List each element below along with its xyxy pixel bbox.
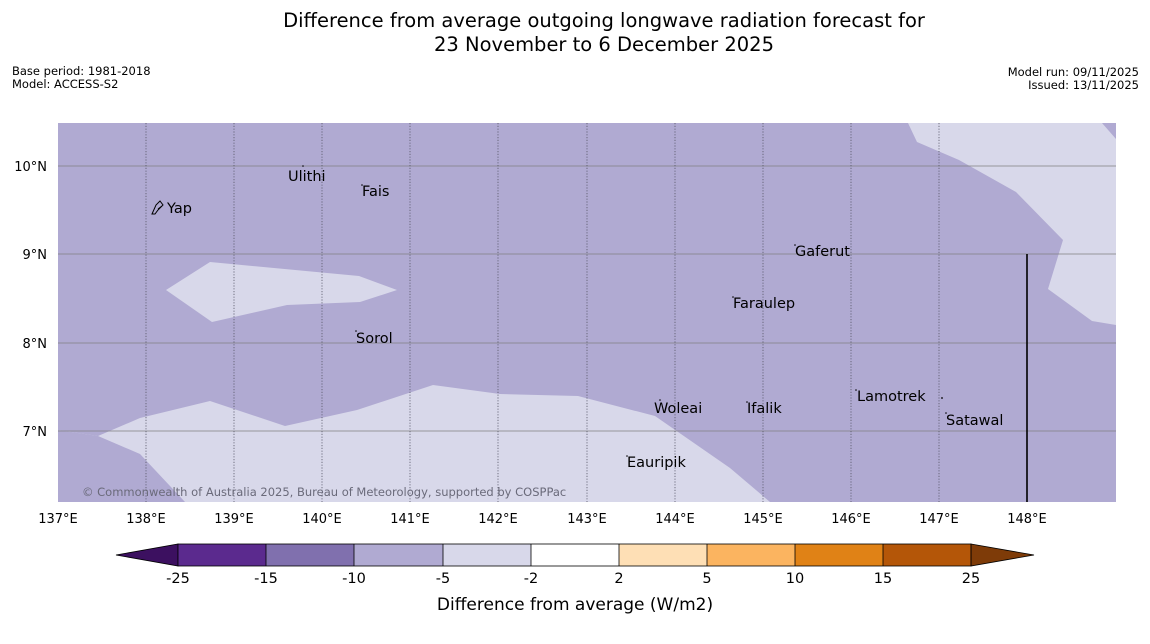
anomaly-region-northeast (908, 123, 1116, 325)
colorbar-tick: 15 (874, 571, 892, 587)
place-lamotrek: Lamotrek (857, 389, 926, 405)
map-panel: Yap Ulithi Fais Gaferut Faraulep Sorol W… (58, 123, 1116, 502)
model-name: Model: ACCESS-S2 (12, 77, 119, 91)
title-line-1: Difference from average outgoing longwav… (283, 9, 925, 32)
lat-label-8n: 8°N (23, 337, 48, 352)
lon-label-148e: 148°E (1007, 512, 1047, 527)
place-eauripik: Eauripik (627, 455, 686, 471)
place-yap: Yap (166, 201, 192, 217)
lon-label-143e: 143°E (567, 512, 607, 527)
lon-label-142e: 142°E (478, 512, 518, 527)
colorbar-bin (443, 544, 531, 566)
chart-title: Difference from average outgoing longwav… (0, 9, 1150, 57)
place-fais: Fais (362, 184, 389, 200)
colorbar-tick: 25 (962, 571, 980, 587)
yap-island-outline (151, 200, 164, 215)
colorbar-tick: -2 (524, 571, 538, 587)
lat-label-10n: 10°N (14, 160, 47, 175)
anomaly-region-west (166, 262, 397, 322)
colorbar-tick: -15 (254, 571, 278, 587)
lat-label-9n: 9°N (23, 248, 48, 263)
meta-left: Base period: 1981-2018 Model: ACCESS-S2 (12, 65, 151, 91)
island-dots (302, 165, 947, 457)
place-gaferut: Gaferut (795, 244, 850, 260)
lon-label-146e: 146°E (831, 512, 871, 527)
colorbar-tick: 10 (786, 571, 804, 587)
place-ifalik: Ifalik (747, 401, 782, 417)
colorbar-extend-high (970, 543, 1035, 567)
colorbar-tick-labels: -25 -15 -10 -5 -2 2 5 10 15 25 (166, 571, 980, 587)
colorbar-bin (883, 544, 971, 566)
lat-label-7n: 7°N (23, 425, 48, 440)
colorbar-tick: 2 (614, 571, 623, 587)
place-satawal: Satawal (946, 413, 1003, 429)
model-run: Model run: 09/11/2025 (1007, 65, 1139, 79)
lon-label-138e: 138°E (126, 512, 166, 527)
title-line-2: 23 November to 6 December 2025 (434, 33, 774, 56)
base-period: Base period: 1981-2018 (12, 64, 151, 78)
lon-label-141e: 141°E (390, 512, 430, 527)
anomaly-region-south (58, 385, 770, 502)
colorbar-bin (266, 544, 354, 566)
longitude-labels: 137°E 138°E 139°E 140°E 141°E 142°E 143°… (38, 512, 1047, 527)
place-woleai: Woleai (654, 401, 702, 417)
colorbar-bin (531, 544, 619, 566)
copyright-notice: © Commonwealth of Australia 2025, Bureau… (82, 485, 566, 499)
colorbar-bin (354, 544, 443, 566)
colorbar-label: Difference from average (W/m2) (437, 595, 713, 615)
lon-label-145e: 145°E (743, 512, 783, 527)
place-labels: Yap Ulithi Fais Gaferut Faraulep Sorol W… (166, 169, 1003, 471)
place-ulithi: Ulithi (288, 169, 326, 185)
colorbar-dividers (177, 543, 972, 567)
colorbar: -25 -15 -10 -5 -2 2 5 10 15 25 Differenc… (115, 543, 1035, 615)
place-faraulep: Faraulep (733, 296, 795, 312)
lon-label-137e: 137°E (38, 512, 78, 527)
latitude-labels: 10°N 9°N 8°N 7°N (14, 160, 47, 440)
issued-date: Issued: 13/11/2025 (1028, 78, 1139, 92)
lon-label-139e: 139°E (214, 512, 254, 527)
anomaly-region-southwest (58, 430, 185, 502)
colorbar-bin (795, 544, 883, 566)
place-sorol: Sorol (356, 331, 393, 347)
colorbar-bin (619, 544, 707, 566)
lon-label-140e: 140°E (302, 512, 342, 527)
colorbar-tick: -10 (342, 571, 366, 587)
yap-island-detail (157, 205, 163, 210)
colorbar-tick: 5 (702, 571, 711, 587)
colorbar-extend-low (115, 543, 179, 567)
colorbar-bin (178, 544, 266, 566)
island-outlines (151, 200, 164, 215)
lon-label-144e: 144°E (655, 512, 695, 527)
colorbar-bin (707, 544, 795, 566)
meta-right: Model run: 09/11/2025 Issued: 13/11/2025 (1008, 66, 1139, 92)
lon-label-147e: 147°E (919, 512, 959, 527)
colorbar-tick: -5 (436, 571, 450, 587)
colorbar-tick: -25 (166, 571, 190, 587)
